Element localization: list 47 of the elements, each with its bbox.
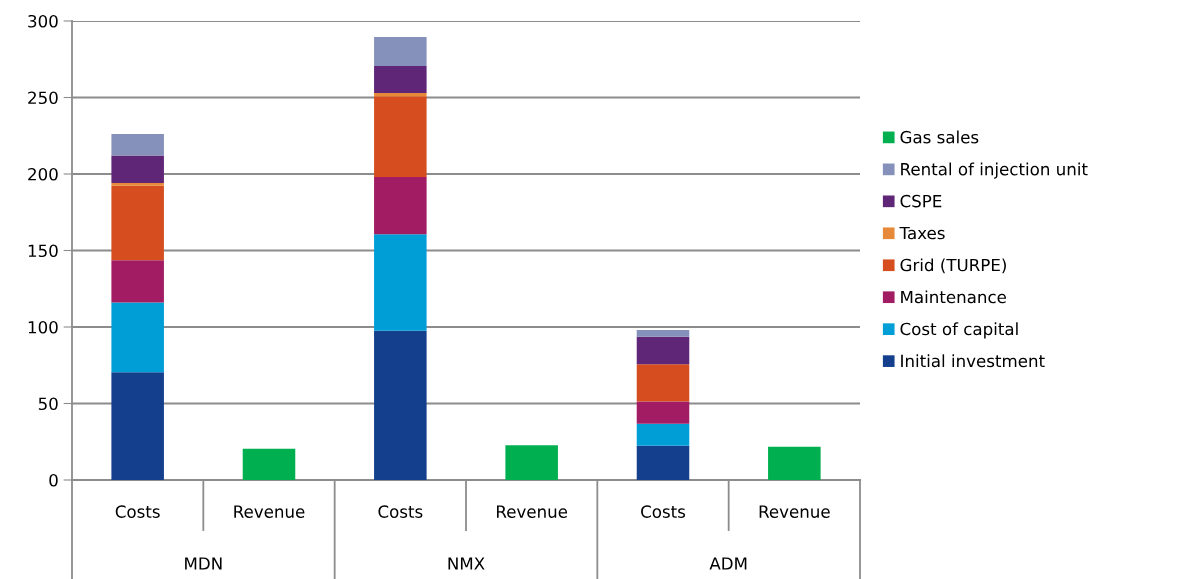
bar [242,448,296,480]
bar [111,372,164,480]
y-tick-label: 150 [28,244,58,258]
bar [636,401,690,424]
bar [111,260,164,303]
bar [374,65,427,93]
y-tick-label: 200 [28,167,58,181]
legend-label: Rental of injection unit [901,162,1088,179]
bar [111,134,164,156]
bar [636,423,690,446]
bar [768,446,821,480]
text: MDN [185,557,222,570]
bar [111,155,164,184]
x-tick-label: Revenue [759,505,830,518]
bar [374,96,427,178]
bar [636,445,690,480]
legend-label: Initial investment [901,354,1045,368]
bar [636,336,690,365]
bar [111,185,164,261]
legend-label: Cost of capital [900,322,1018,339]
y-tick-label: 100 [28,320,58,334]
bar [111,183,164,186]
legend-label: Taxes [899,226,945,240]
bar [374,92,427,97]
x-tick-label: Costs [378,505,423,518]
x-tick-label: Costs [115,505,160,518]
y-tick-label: 300 [28,14,58,28]
bar [505,445,558,480]
x-tick-label: Revenue [497,505,568,518]
y-tick-label: 50 [38,397,58,411]
bar [636,330,690,337]
y-tick-label: 250 [28,91,58,105]
x-tick-label: Revenue [234,505,305,518]
x-tick-label: Costs [641,505,686,518]
y-tick-label: 0 [49,473,58,487]
legend-label: CSPE [900,194,942,208]
bar [111,302,164,373]
bar [374,234,427,331]
bar [374,36,427,66]
text: NMX [448,557,485,570]
legend-label: Gas sales [900,130,979,144]
legend-label: Grid (TURPE) [900,258,1006,274]
bar [374,330,427,480]
text: ADM [709,557,747,570]
legend-label: Maintenance [901,290,1006,304]
bar [636,364,690,402]
bar [374,177,427,235]
